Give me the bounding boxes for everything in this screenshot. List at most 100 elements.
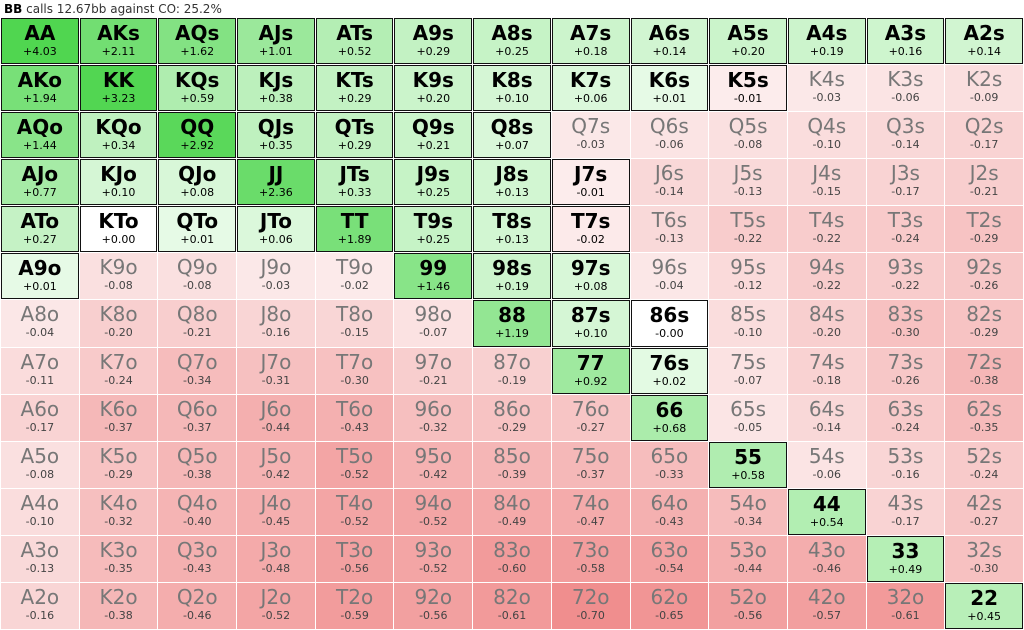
hand-cell[interactable]: J6o -0.44 (237, 394, 315, 441)
hand-cell[interactable]: A7s +0.18 (551, 18, 630, 65)
hand-cell[interactable]: 55 +0.58 (709, 441, 787, 488)
hand-cell[interactable]: JJ +2.36 (237, 159, 315, 206)
hand-cell[interactable]: 99 +1.46 (394, 253, 473, 300)
hand-cell[interactable]: QQ +2.92 (158, 112, 237, 159)
hand-cell[interactable]: ATo +0.27 (1, 206, 79, 253)
hand-cell[interactable]: A7o -0.11 (1, 347, 79, 394)
hand-cell[interactable]: A6s +0.14 (630, 18, 709, 65)
hand-cell[interactable]: T5o -0.52 (315, 441, 394, 488)
hand-cell[interactable]: K8o -0.20 (79, 300, 158, 347)
hand-cell[interactable]: T8s +0.13 (473, 206, 551, 253)
hand-cell[interactable]: AQo +1.44 (1, 112, 79, 159)
hand-cell[interactable]: J2o -0.52 (237, 582, 315, 629)
hand-cell[interactable]: 72s -0.38 (945, 347, 1023, 394)
hand-cell[interactable]: 92o -0.56 (394, 582, 473, 629)
hand-cell[interactable]: 63s -0.24 (866, 394, 945, 441)
hand-cell[interactable]: Q6o -0.37 (158, 394, 237, 441)
hand-cell[interactable]: QTo +0.01 (158, 206, 237, 253)
hand-cell[interactable]: 74o -0.47 (551, 488, 630, 535)
hand-cell[interactable]: 52s -0.24 (945, 441, 1023, 488)
hand-cell[interactable]: AQs +1.62 (158, 18, 237, 65)
hand-cell[interactable]: J8s +0.13 (473, 159, 551, 206)
hand-cell[interactable]: K3s -0.06 (866, 65, 945, 112)
hand-cell[interactable]: JTs +0.33 (315, 159, 394, 206)
hand-cell[interactable]: A8o -0.04 (1, 300, 79, 347)
hand-cell[interactable]: KTo +0.00 (79, 206, 158, 253)
hand-cell[interactable]: KK +3.23 (79, 65, 158, 112)
hand-cell[interactable]: 84s -0.20 (787, 300, 866, 347)
hand-cell[interactable]: 86s -0.00 (630, 300, 709, 347)
hand-cell[interactable]: 43s -0.17 (866, 488, 945, 535)
hand-cell[interactable]: 33 +0.49 (866, 535, 945, 582)
hand-cell[interactable]: 32o -0.61 (866, 582, 945, 629)
hand-cell[interactable]: 76o -0.27 (551, 394, 630, 441)
hand-cell[interactable]: T2o -0.59 (315, 582, 394, 629)
hand-cell[interactable]: QTs +0.29 (315, 112, 394, 159)
hand-cell[interactable]: 93s -0.22 (866, 253, 945, 300)
hand-cell[interactable]: 95s -0.12 (709, 253, 787, 300)
hand-cell[interactable]: 64o -0.43 (630, 488, 709, 535)
hand-cell[interactable]: 75o -0.37 (551, 441, 630, 488)
hand-cell[interactable]: KJs +0.38 (237, 65, 315, 112)
hand-cell[interactable]: T3o -0.56 (315, 535, 394, 582)
hand-cell[interactable]: 32s -0.30 (945, 535, 1023, 582)
hand-cell[interactable]: Q2o -0.46 (158, 582, 237, 629)
hand-cell[interactable]: 87s +0.10 (551, 300, 630, 347)
hand-cell[interactable]: 64s -0.14 (787, 394, 866, 441)
hand-cell[interactable]: 94s -0.22 (787, 253, 866, 300)
hand-cell[interactable]: JTo +0.06 (237, 206, 315, 253)
hand-cell[interactable]: K4o -0.32 (79, 488, 158, 535)
hand-cell[interactable]: KQs +0.59 (158, 65, 237, 112)
hand-cell[interactable]: 66 +0.68 (630, 394, 709, 441)
hand-cell[interactable]: J7s -0.01 (551, 159, 630, 206)
hand-cell[interactable]: 74s -0.18 (787, 347, 866, 394)
hand-cell[interactable]: J8o -0.16 (237, 300, 315, 347)
hand-cell[interactable]: Q4s -0.10 (787, 112, 866, 159)
hand-cell[interactable]: 54s -0.06 (787, 441, 866, 488)
hand-cell[interactable]: 98s +0.19 (473, 253, 551, 300)
hand-cell[interactable]: 62s -0.35 (945, 394, 1023, 441)
hand-cell[interactable]: 93o -0.52 (394, 535, 473, 582)
hand-cell[interactable]: 42s -0.27 (945, 488, 1023, 535)
hand-cell[interactable]: 44 +0.54 (787, 488, 866, 535)
hand-cell[interactable]: 76s +0.02 (630, 347, 709, 394)
hand-cell[interactable]: A9o +0.01 (1, 253, 79, 300)
hand-cell[interactable]: Q7o -0.34 (158, 347, 237, 394)
hand-cell[interactable]: J3s -0.17 (866, 159, 945, 206)
hand-cell[interactable]: Q9o -0.08 (158, 253, 237, 300)
hand-cell[interactable]: 22 +0.45 (945, 582, 1023, 629)
hand-cell[interactable]: KTs +0.29 (315, 65, 394, 112)
hand-cell[interactable]: A3s +0.16 (866, 18, 945, 65)
hand-cell[interactable]: J9s +0.25 (394, 159, 473, 206)
hand-cell[interactable]: Q3o -0.43 (158, 535, 237, 582)
hand-cell[interactable]: A5s +0.20 (709, 18, 787, 65)
hand-cell[interactable]: A2o -0.16 (1, 582, 79, 629)
hand-cell[interactable]: Q4o -0.40 (158, 488, 237, 535)
hand-cell[interactable]: KQo +0.34 (79, 112, 158, 159)
hand-cell[interactable]: K2s -0.09 (945, 65, 1023, 112)
hand-cell[interactable]: KJo +0.10 (79, 159, 158, 206)
hand-cell[interactable]: 65o -0.33 (630, 441, 709, 488)
hand-cell[interactable]: Q5s -0.08 (709, 112, 787, 159)
hand-cell[interactable]: T7o -0.30 (315, 347, 394, 394)
hand-cell[interactable]: J3o -0.48 (237, 535, 315, 582)
hand-cell[interactable]: 83o -0.60 (473, 535, 551, 582)
hand-cell[interactable]: T7s -0.02 (551, 206, 630, 253)
hand-cell[interactable]: 84o -0.49 (473, 488, 551, 535)
hand-cell[interactable]: A4o -0.10 (1, 488, 79, 535)
hand-cell[interactable]: Q2s -0.17 (945, 112, 1023, 159)
hand-cell[interactable]: AKs +2.11 (79, 18, 158, 65)
hand-cell[interactable]: T9o -0.02 (315, 253, 394, 300)
hand-cell[interactable]: A5o -0.08 (1, 441, 79, 488)
hand-cell[interactable]: 83s -0.30 (866, 300, 945, 347)
hand-cell[interactable]: 86o -0.29 (473, 394, 551, 441)
hand-cell[interactable]: 43o -0.46 (787, 535, 866, 582)
hand-cell[interactable]: 96o -0.32 (394, 394, 473, 441)
hand-cell[interactable]: K2o -0.38 (79, 582, 158, 629)
hand-cell[interactable]: T9s +0.25 (394, 206, 473, 253)
hand-cell[interactable]: 62o -0.65 (630, 582, 709, 629)
hand-cell[interactable]: T6o -0.43 (315, 394, 394, 441)
hand-cell[interactable]: 53o -0.44 (709, 535, 787, 582)
hand-cell[interactable]: A9s +0.29 (394, 18, 473, 65)
hand-cell[interactable]: K5o -0.29 (79, 441, 158, 488)
